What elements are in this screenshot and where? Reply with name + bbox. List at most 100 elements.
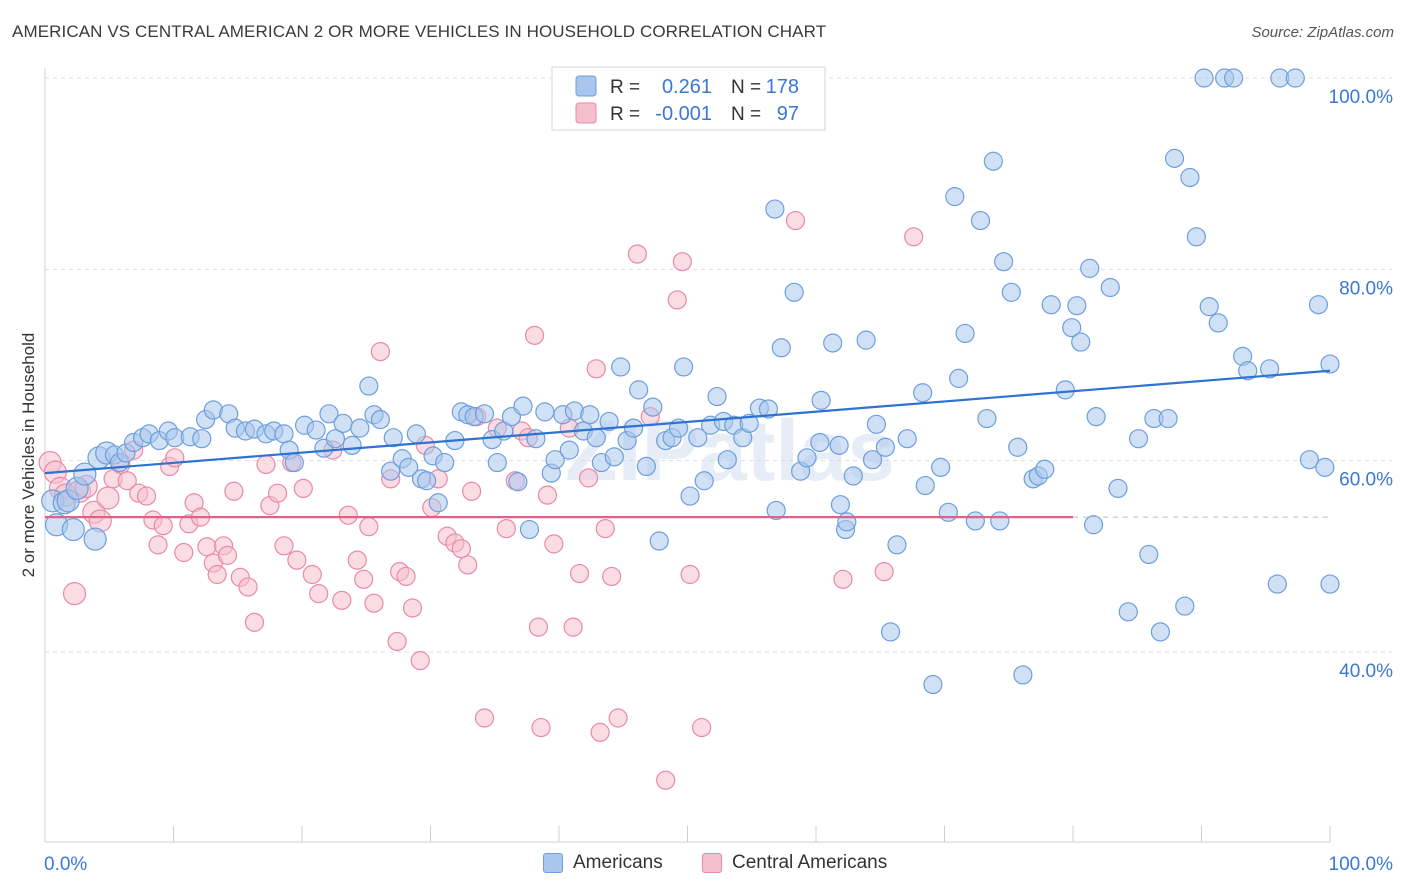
americans-point (1035, 459, 1055, 479)
americans-point (765, 199, 785, 219)
americans-point (1224, 68, 1244, 88)
y-tick-label: 80.0% (1339, 278, 1393, 299)
central-americans-point (528, 617, 549, 637)
americans-point (688, 428, 708, 448)
central-americans-point (590, 722, 610, 742)
x-tick-label: 100.0% (1329, 854, 1394, 875)
americans-point (513, 396, 533, 416)
americans-point (1062, 318, 1082, 338)
americans-point (955, 323, 975, 344)
legend-item-americans[interactable]: Americans (543, 852, 663, 874)
americans-point (1208, 313, 1228, 333)
grid-lines (45, 77, 1392, 653)
legend-r-value: 0.261 (662, 76, 712, 98)
americans-point (1320, 354, 1340, 374)
americans-point (1299, 450, 1320, 470)
americans-point (629, 380, 649, 400)
americans-point (1260, 359, 1280, 379)
x-tick-labels: 0.0% 100.0% (44, 854, 1393, 875)
legend-swatch-central-americans (575, 102, 597, 124)
central-americans-point (244, 612, 265, 632)
source-label: Source: ZipAtlas.com (1251, 24, 1394, 41)
americans-point (717, 450, 737, 470)
americans-point (829, 435, 849, 455)
americans-point (945, 187, 965, 207)
americans-point (1267, 574, 1287, 594)
americans-point (399, 457, 419, 477)
americans-point (643, 397, 663, 417)
y-axis-label: 2 or more Vehicles in Household (19, 333, 38, 578)
americans-point (474, 404, 495, 424)
americans-point (1194, 68, 1214, 88)
americans-point (707, 386, 727, 407)
central-americans-point (402, 598, 423, 618)
legend-r-value: -0.001 (655, 103, 712, 125)
americans-point (586, 428, 606, 448)
americans-point (965, 511, 985, 531)
central-americans-point (874, 562, 894, 582)
central-americans-point (474, 708, 495, 728)
legend-item-central-americans[interactable]: Central Americans (702, 852, 887, 874)
americans-point (545, 450, 565, 470)
americans-point (284, 452, 304, 473)
central-americans-point (217, 545, 238, 565)
americans-point (887, 535, 907, 555)
central-americans-point (136, 486, 157, 506)
americans-point (1186, 227, 1206, 247)
central-americans-point (692, 717, 712, 738)
americans-point (1315, 457, 1335, 477)
americans-point (739, 413, 759, 433)
americans-point (1139, 544, 1159, 565)
americans-point (830, 495, 851, 515)
americans-point (1041, 295, 1061, 315)
americans-point (526, 429, 546, 449)
americans-point (274, 424, 294, 444)
americans-point (983, 151, 1003, 171)
legend-n-value: 97 (777, 103, 799, 125)
central-americans-point (332, 590, 352, 610)
americans-point (342, 435, 362, 455)
central-americans-point (595, 518, 615, 539)
americans-point (1285, 68, 1305, 88)
americans-swatch (543, 853, 563, 873)
americans-point (949, 368, 969, 388)
americans-point (680, 486, 700, 506)
americans-point (1164, 148, 1185, 168)
americans-point (913, 383, 933, 403)
chart-title: AMERICAN VS CENTRAL AMERICAN 2 OR MORE V… (12, 22, 827, 41)
americans-point (535, 402, 555, 422)
americans-point (1013, 665, 1033, 685)
americans-point (580, 405, 600, 425)
central-americans-point (117, 471, 137, 491)
central-americans-point (785, 210, 806, 231)
americans-point (862, 450, 883, 470)
americans-point (1100, 277, 1120, 298)
americans-point (325, 429, 346, 449)
americans-point (938, 502, 958, 522)
central-americans-point (62, 582, 87, 606)
central-americans-point (656, 770, 676, 790)
americans-point (519, 519, 540, 540)
central-americans-point (267, 483, 288, 503)
americans-point (897, 429, 917, 449)
central-americans-point (370, 342, 390, 362)
central-americans-point (293, 478, 313, 499)
central-americans-point (627, 244, 647, 264)
legend-n-label: N = (731, 77, 761, 98)
americans-point (1067, 296, 1087, 316)
americans-point (1001, 282, 1021, 302)
americans-point (923, 674, 943, 695)
central-americans-point (531, 717, 551, 738)
x-tick-label: 0.0% (44, 854, 87, 875)
americans-point (1008, 437, 1028, 457)
americans-point (604, 447, 624, 467)
central-americans-point (153, 516, 173, 536)
americans-point (990, 511, 1010, 531)
americans-point (559, 440, 579, 460)
legend-n-value: 178 (766, 76, 799, 98)
americans-point (599, 411, 619, 432)
americans-point (977, 408, 997, 429)
central-americans-point (667, 290, 687, 310)
legend-bottom: Americans Central Americans (0, 852, 1406, 878)
